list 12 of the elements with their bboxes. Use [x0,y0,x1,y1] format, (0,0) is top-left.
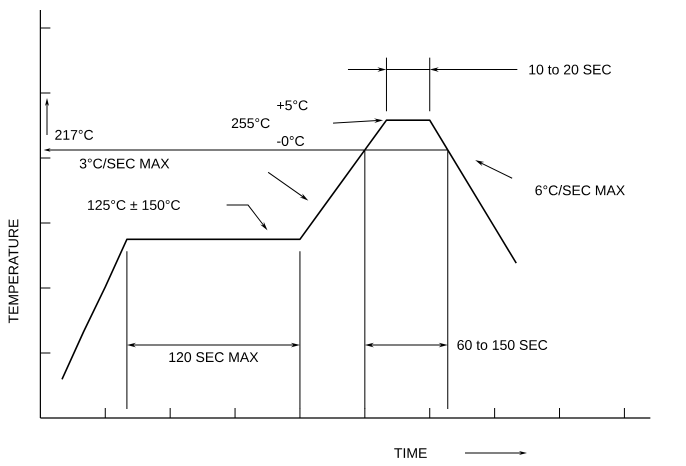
annotation: 3°C/SEC MAX [80,158,170,169]
text: 10 to 20 SEC [529,64,611,75]
annotation: 125°C ± 150°C [88,200,180,210]
y-axis-title: TEMPERATURE [8,219,18,324]
annotation: -0°C [277,136,304,146]
legend-label: 217°C [55,130,94,140]
text: 6°C/SEC MAX [535,185,625,196]
annotation: 60 to 150 SEC [457,340,548,350]
text: +5°C [277,100,308,110]
x-axis-title: TIME [394,448,427,458]
annotation: 255°C [232,118,270,128]
annotation: 120 SEC MAX [169,352,258,362]
